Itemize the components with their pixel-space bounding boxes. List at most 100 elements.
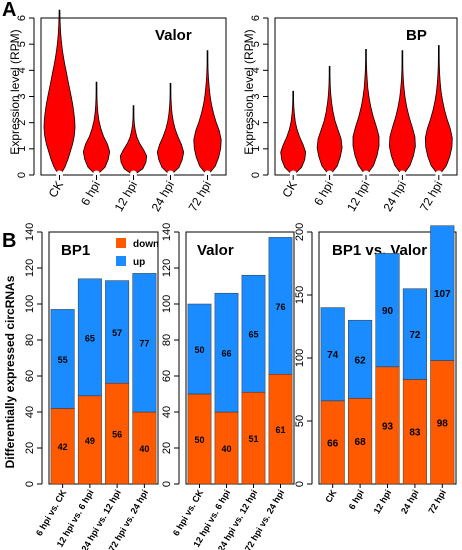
bar-bp1-title: BP1 bbox=[61, 242, 90, 259]
bar-bp1-vs-valor-down-label-2: 68 bbox=[355, 437, 367, 448]
bar-valor-y-tick-label: 60 bbox=[161, 370, 173, 382]
violin-right-violin-2 bbox=[316, 66, 343, 176]
bar-bp1-vs-valor-down-label-5: 98 bbox=[437, 418, 449, 429]
bar-bp1-y-tick-label: 100 bbox=[24, 295, 36, 313]
violin-left-x-tick-label: 12 hpi bbox=[112, 179, 140, 214]
bar-bp1-up-label-2: 65 bbox=[85, 333, 95, 343]
bar-bp1-down-label-2: 49 bbox=[85, 436, 95, 446]
bar-valor-title: Valor bbox=[197, 242, 234, 259]
violin-left-y-tick-label: 1 bbox=[16, 146, 28, 152]
bar-valor-bar-up-3 bbox=[241, 274, 266, 393]
bar-valor-y-tick-label: 80 bbox=[161, 334, 173, 346]
violin-left-y-tick-label: 3 bbox=[16, 93, 28, 99]
bar-bp1-y-tick-label: 20 bbox=[24, 442, 36, 454]
bar-bp1-vs-valor-down-label-3: 93 bbox=[382, 421, 394, 432]
violin-right-x-tick-label: 12 hpi bbox=[344, 179, 372, 214]
violin-right-y-tick-label: 3 bbox=[250, 93, 262, 99]
violin-left-title: Valor bbox=[155, 27, 192, 44]
violin-left-violin-5 bbox=[193, 50, 222, 176]
bar-bp1-up-label-3: 57 bbox=[112, 328, 122, 338]
bar-bp1-vs-valor-x-tick-label: 12 hpi bbox=[372, 488, 394, 516]
bar-bp1-vs-valor-x-tick-label: 24 hpi bbox=[399, 488, 421, 516]
legend-up-swatch bbox=[116, 256, 126, 266]
violin-left-ylabel: Expression level (RPM) bbox=[8, 29, 22, 154]
bar-bp1-vs-valor-up-label-2: 62 bbox=[355, 355, 367, 366]
bar-bp1-vs-valor-y-tick-label: 200 bbox=[294, 223, 306, 241]
violin-right-title: BP bbox=[406, 27, 427, 44]
bar-bp1-y-tick-label: 60 bbox=[24, 370, 36, 382]
violin-right-ylabel: Expression level (RPM) bbox=[242, 29, 256, 154]
violin-left-violin-2 bbox=[82, 81, 111, 176]
violin-right-x-tick-label: 24 hpi bbox=[381, 179, 409, 214]
violin-right-violin-1 bbox=[280, 90, 307, 176]
violin-left-violin-3 bbox=[119, 105, 148, 176]
violin-right-y-tick-label: 2 bbox=[250, 120, 262, 126]
bar-valor-bar-up-2 bbox=[214, 292, 239, 413]
violin-left-y-tick-label: 2 bbox=[16, 120, 28, 126]
violin-left-violin-1 bbox=[43, 9, 76, 176]
violin-left-y-tick-label: 5 bbox=[16, 41, 28, 47]
bar-bp1-bar-up-1 bbox=[50, 309, 75, 409]
violin-left-x-tick-label: 24 hpi bbox=[149, 179, 177, 214]
violin-right-y-tick-label: 5 bbox=[250, 41, 262, 47]
bar-bp1-up-label-4: 77 bbox=[139, 339, 149, 349]
bar-bp1-bar-up-2 bbox=[77, 278, 102, 397]
bar-bp1-vs-valor-down-label-4: 83 bbox=[409, 428, 421, 439]
bar-valor-down-label-3: 51 bbox=[248, 434, 258, 444]
bar-bp1-down-label-3: 56 bbox=[112, 430, 122, 440]
legend-down-swatch bbox=[116, 238, 126, 248]
bar-bp1-vs-valor-up-label-4: 72 bbox=[409, 330, 421, 341]
bar-valor-y-tick-label: 20 bbox=[161, 442, 173, 454]
legend-down-label: down bbox=[133, 239, 159, 250]
panel-b-letter: B bbox=[2, 230, 16, 252]
bar-valor-bar-up-4 bbox=[268, 237, 293, 375]
violin-left-x-tick-label: CK bbox=[46, 179, 66, 200]
bar-bp1-vs-valor-bar-up-2 bbox=[348, 319, 373, 399]
violin-left-violin-4 bbox=[156, 83, 185, 176]
bar-valor-bar-up-1 bbox=[187, 303, 212, 395]
bar-bp1-up-label-1: 55 bbox=[58, 355, 68, 365]
bar-bp1-y-tick-label: 80 bbox=[24, 334, 36, 346]
bar-valor-plot-frame bbox=[185, 231, 295, 485]
violin-right-y-tick-label: 4 bbox=[250, 67, 262, 73]
violin-right-violin-4 bbox=[388, 50, 416, 176]
bar-valor-up-label-3: 65 bbox=[248, 330, 258, 340]
bar-bp1-vs-valor-bar-up-4 bbox=[402, 288, 427, 380]
bar-bp1-vs-valor-x-tick-label: CK bbox=[323, 488, 338, 505]
bar-bp1-y-tick-label: 40 bbox=[24, 406, 36, 418]
bar-bp1-vs-valor-bar-up-3 bbox=[375, 253, 400, 368]
bar-bp1-y-tick-label: 120 bbox=[24, 259, 36, 277]
panel-a-letter: A bbox=[2, 0, 16, 21]
bar-bp1-vs-valor-up-label-1: 74 bbox=[327, 350, 339, 361]
bar-bp1-vs-valor-up-label-3: 90 bbox=[382, 306, 394, 317]
bar-valor-up-label-4: 76 bbox=[275, 302, 285, 312]
bar-bp1-vs-valor-y-tick-label: 0 bbox=[294, 481, 306, 487]
violin-left-x-tick-label: 6 hpi bbox=[78, 179, 103, 209]
violin-right-y-tick-label: 1 bbox=[250, 146, 262, 152]
bar-bp1-y-tick-label: 140 bbox=[24, 223, 36, 241]
violin-left-y-tick-label: 0 bbox=[16, 172, 28, 178]
violin-left-y-tick-label: 6 bbox=[16, 15, 28, 21]
violin-right-y-tick-label: 6 bbox=[250, 15, 262, 21]
bar-bp1-y-tick-label: 0 bbox=[24, 481, 36, 487]
violin-left-x-tick-label: 72 hpi bbox=[186, 179, 214, 214]
bar-bp1-vs-valor-y-tick-label: 150 bbox=[294, 286, 306, 304]
bar-bp1-vs-valor-y-tick-label: 50 bbox=[294, 415, 306, 427]
bar-bp1-vs-valor-x-tick-label: 6 hpi bbox=[347, 488, 366, 511]
bar-bp1-vs-valor-up-label-5: 107 bbox=[434, 289, 451, 300]
bar-bp1-vs-valor-x-tick-label: 72 hpi bbox=[426, 488, 448, 516]
bar-bp1-vs-valor-bar-up-5 bbox=[430, 225, 455, 361]
bar-valor-down-label-2: 40 bbox=[221, 444, 231, 454]
violin-right-x-tick-label: CK bbox=[279, 179, 299, 200]
bar-valor-y-tick-label: 120 bbox=[161, 259, 173, 277]
violin-left-y-tick-label: 4 bbox=[16, 67, 28, 73]
bar-bp1-bar-up-4 bbox=[132, 273, 157, 413]
violin-right-violin-5 bbox=[424, 45, 453, 176]
bar-valor-up-label-1: 50 bbox=[194, 345, 204, 355]
bar-bp1-bar-up-3 bbox=[105, 280, 130, 384]
bar-valor-y-tick-label: 0 bbox=[161, 481, 173, 487]
violin-right-x-tick-label: 6 hpi bbox=[311, 179, 336, 209]
violin-right-x-tick-label: 72 hpi bbox=[417, 179, 445, 214]
bar-bp1-vs-valor-title: BP1 vs. Valor bbox=[332, 242, 427, 259]
